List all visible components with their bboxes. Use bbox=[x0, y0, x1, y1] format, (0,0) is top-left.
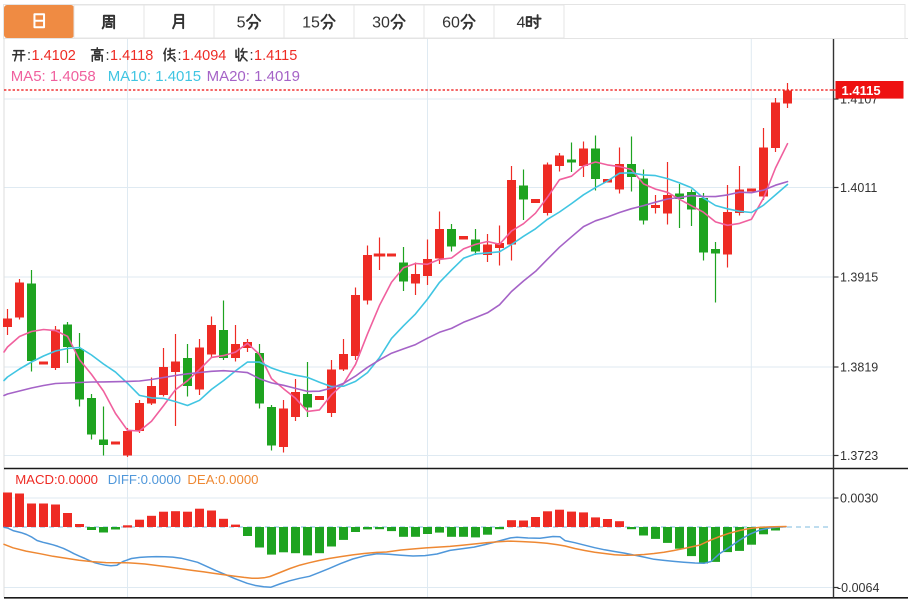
svg-text:4: 4 bbox=[517, 15, 526, 32]
svg-text::: : bbox=[106, 48, 110, 64]
svg-text:1.3915: 1.3915 bbox=[840, 270, 878, 284]
svg-text:MA5: 1.4058: MA5: 1.4058 bbox=[11, 68, 96, 85]
svg-text:MA10: 1.4015: MA10: 1.4015 bbox=[108, 68, 201, 85]
svg-text:MA20: 1.4019: MA20: 1.4019 bbox=[207, 68, 300, 85]
svg-text:30: 30 bbox=[372, 15, 390, 32]
svg-text:-0.0064: -0.0064 bbox=[837, 581, 879, 595]
svg-text:15: 15 bbox=[302, 15, 320, 32]
svg-text::: : bbox=[27, 48, 31, 64]
svg-text:1.4011: 1.4011 bbox=[840, 181, 877, 195]
svg-text:1.4094: 1.4094 bbox=[182, 48, 226, 64]
svg-text:1.3819: 1.3819 bbox=[840, 360, 878, 374]
svg-text:DIFF:0.0000: DIFF:0.0000 bbox=[108, 472, 181, 487]
svg-text:5: 5 bbox=[237, 15, 246, 32]
svg-text::: : bbox=[250, 48, 254, 64]
svg-text:DEA:0.0000: DEA:0.0000 bbox=[187, 472, 258, 487]
svg-text:1.4115: 1.4115 bbox=[254, 48, 297, 64]
svg-text:60: 60 bbox=[442, 15, 460, 32]
svg-text::: : bbox=[178, 48, 182, 64]
svg-text:1.4115: 1.4115 bbox=[842, 83, 881, 98]
svg-text:MACD:0.0000: MACD:0.0000 bbox=[15, 472, 98, 487]
svg-text:1.3723: 1.3723 bbox=[840, 449, 878, 463]
svg-text:1.4118: 1.4118 bbox=[110, 48, 153, 64]
svg-text:1.4102: 1.4102 bbox=[32, 48, 76, 64]
svg-text:0.0030: 0.0030 bbox=[840, 491, 878, 505]
